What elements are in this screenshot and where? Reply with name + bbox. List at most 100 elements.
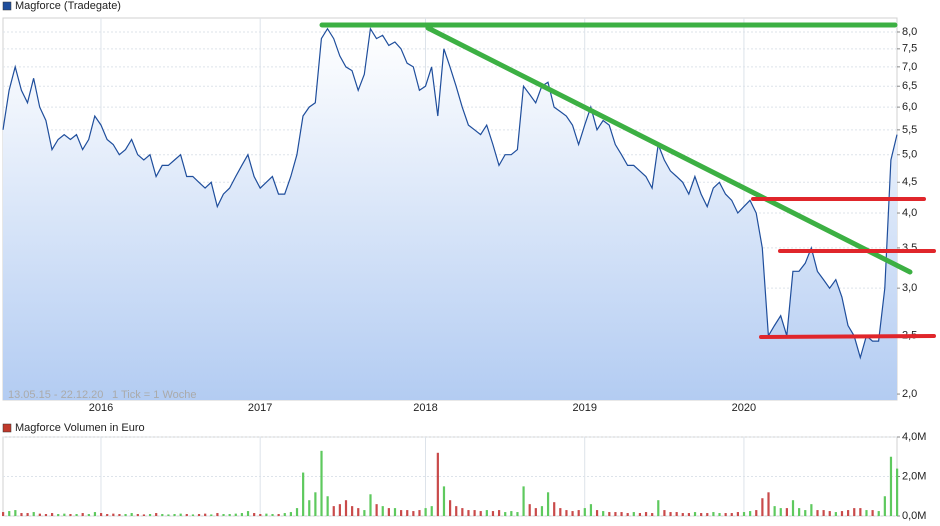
volume-bar bbox=[118, 514, 121, 516]
volume-bar bbox=[546, 492, 550, 516]
volume-bar bbox=[234, 513, 237, 516]
volume-bar bbox=[38, 513, 41, 516]
y-tick-label: 2,0M bbox=[902, 470, 926, 482]
volume-bar bbox=[516, 512, 519, 516]
volume-bar bbox=[44, 514, 48, 516]
volume-bar bbox=[608, 512, 611, 516]
volume-bar bbox=[724, 513, 727, 516]
volume-bar bbox=[167, 514, 170, 516]
volume-bar bbox=[706, 513, 709, 516]
y-tick-label: 8,0 bbox=[902, 26, 917, 38]
volume-bar bbox=[99, 513, 103, 516]
volume-bar bbox=[571, 511, 574, 516]
volume-bar bbox=[651, 513, 654, 516]
plots: 201620172018201920202,02,53,03,54,04,55,… bbox=[2, 17, 926, 522]
x-tick-label: 2018 bbox=[413, 402, 437, 414]
volume-bar bbox=[75, 514, 78, 516]
volume-bar bbox=[155, 513, 158, 516]
tick-note: 1 Tick = 1 Woche bbox=[112, 389, 196, 401]
volume-bar bbox=[473, 510, 476, 516]
volume-bar bbox=[626, 513, 629, 516]
volume-bar bbox=[259, 514, 262, 516]
volume-bar bbox=[877, 511, 880, 516]
volume-bar bbox=[430, 506, 433, 516]
volume-bar bbox=[351, 506, 354, 516]
y-tick-label: 6,5 bbox=[902, 80, 917, 92]
volume-bar bbox=[810, 504, 813, 516]
volume-bar bbox=[246, 511, 250, 516]
volume-bar bbox=[222, 514, 225, 516]
volume-bar bbox=[700, 513, 703, 516]
volume-bar bbox=[663, 510, 666, 516]
volume-bar bbox=[412, 511, 415, 516]
volume-bar bbox=[228, 514, 231, 516]
volume-bar bbox=[847, 510, 850, 516]
volume-bar bbox=[57, 514, 60, 516]
volume-bar bbox=[479, 511, 482, 516]
x-tick-label: 2016 bbox=[89, 402, 113, 414]
legend-swatch bbox=[2, 423, 12, 433]
volume-bar bbox=[253, 513, 256, 516]
volume-bar bbox=[528, 504, 531, 516]
volume-bar bbox=[467, 510, 470, 516]
volume-bar bbox=[767, 492, 770, 516]
volume-bar bbox=[828, 511, 831, 516]
volume-bar bbox=[816, 510, 819, 516]
volume-bar bbox=[302, 472, 305, 516]
volume-bar bbox=[583, 508, 586, 516]
volume-bar bbox=[497, 510, 501, 516]
y-tick-label: 4,0 bbox=[902, 207, 917, 219]
volume-bar bbox=[859, 508, 862, 516]
volume-bar bbox=[8, 511, 11, 516]
volume-bar bbox=[804, 510, 807, 516]
volume-bar bbox=[112, 513, 115, 516]
volume-bar bbox=[540, 506, 544, 516]
volume-bar bbox=[559, 508, 562, 516]
volume-bar bbox=[485, 510, 488, 516]
volume-bar bbox=[93, 512, 97, 516]
volume-bar bbox=[577, 510, 580, 516]
volume-bar bbox=[553, 502, 556, 516]
price-line bbox=[2, 26, 898, 360]
volume-bar bbox=[81, 513, 84, 516]
volume-bar bbox=[791, 500, 795, 516]
period-note: 13.05.15 - 22.12.20 bbox=[8, 389, 103, 401]
volume-bar bbox=[148, 514, 152, 516]
volume-bar bbox=[197, 514, 201, 516]
volume-bar bbox=[338, 504, 341, 516]
volume-bar bbox=[381, 506, 384, 516]
volume-bar bbox=[277, 514, 280, 516]
volume-bar bbox=[896, 468, 899, 516]
volume-bar bbox=[510, 511, 513, 516]
y-tick-label: 0,0M bbox=[902, 510, 926, 522]
volume-bar bbox=[632, 512, 635, 516]
volume-bar bbox=[191, 514, 195, 516]
volume-bar bbox=[534, 508, 537, 516]
volume-bar bbox=[798, 508, 801, 516]
volume-bar bbox=[400, 510, 403, 516]
volume-bar bbox=[320, 450, 323, 516]
volume-bar bbox=[889, 456, 893, 516]
volume-bar bbox=[357, 508, 360, 516]
volume-bar bbox=[63, 513, 66, 516]
y-tick-label: 7,0 bbox=[902, 61, 917, 73]
volume-bar bbox=[130, 513, 133, 516]
volume-bar bbox=[595, 510, 599, 516]
x-tick-label: 2017 bbox=[248, 402, 272, 414]
volume-bar bbox=[87, 514, 90, 516]
volume-bar bbox=[393, 508, 397, 516]
volume-bar bbox=[14, 510, 17, 516]
volume-bar bbox=[265, 513, 268, 516]
volume-bar bbox=[657, 500, 660, 516]
volume-bar bbox=[375, 504, 378, 516]
volume-bar bbox=[26, 513, 29, 516]
volume-bar bbox=[455, 506, 458, 516]
volume-bar bbox=[693, 512, 697, 516]
volume-bar bbox=[865, 510, 868, 516]
volume-bar bbox=[308, 500, 311, 516]
volume-bar bbox=[436, 452, 439, 516]
volume-bar bbox=[210, 514, 213, 516]
volume-bar bbox=[283, 513, 286, 516]
volume-bar bbox=[822, 510, 825, 516]
